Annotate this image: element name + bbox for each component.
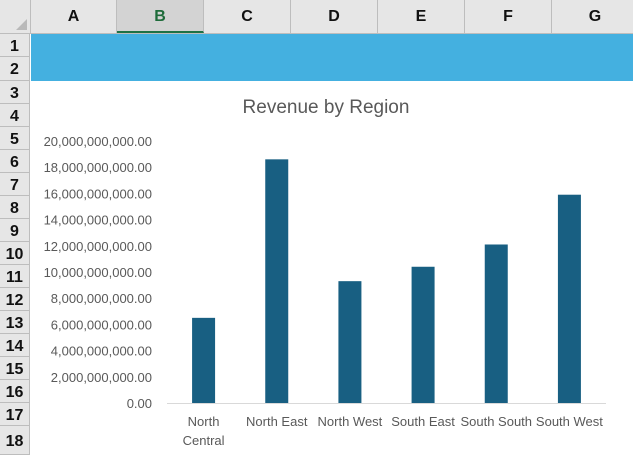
- column-header-e[interactable]: E: [378, 0, 465, 33]
- row-header-2[interactable]: 2: [0, 57, 30, 81]
- x-tick-label: South South: [460, 414, 532, 429]
- row-header-12[interactable]: 12: [0, 288, 30, 311]
- column-header-d[interactable]: D: [291, 0, 378, 33]
- y-tick-label: 0.00: [127, 396, 152, 411]
- row-header-bar: 1 2 3 4 5 6 7 8 9 10 11 12 13 14 15 16 17 18: [0, 34, 30, 455]
- chart-area[interactable]: Revenue by Region 0.00 2,000,000,000.00 4,…: [31, 81, 633, 455]
- column-header-f[interactable]: F: [465, 0, 552, 33]
- row-header-8[interactable]: 8: [0, 196, 30, 219]
- bar-north-east[interactable]: [265, 159, 289, 403]
- row-header-3[interactable]: 3: [0, 81, 30, 104]
- y-tick-label: 6,000,000,000.00: [51, 317, 152, 332]
- row-header-17[interactable]: 17: [0, 403, 30, 426]
- column-header-g[interactable]: G: [552, 0, 633, 33]
- row-header-13[interactable]: 13: [0, 311, 30, 334]
- row-header-10[interactable]: 10: [0, 242, 30, 265]
- row-header-18[interactable]: 18: [0, 426, 30, 455]
- y-tick-label: 20,000,000,000.00: [44, 134, 152, 149]
- y-tick-label: 8,000,000,000.00: [51, 291, 152, 306]
- y-tick-label: 2,000,000,000.00: [51, 370, 152, 385]
- x-tick-label: Central: [183, 433, 225, 448]
- y-tick-label: 10,000,000,000.00: [44, 265, 152, 280]
- bar-north-central[interactable]: [192, 317, 216, 403]
- select-all-triangle-icon: [16, 19, 27, 30]
- row-header-6[interactable]: 6: [0, 150, 30, 173]
- bar-south-west[interactable]: [557, 194, 581, 403]
- y-tick-label: 12,000,000,000.00: [44, 239, 152, 254]
- column-header-c[interactable]: C: [204, 0, 291, 33]
- row-header-7[interactable]: 7: [0, 173, 30, 196]
- y-tick-label: 4,000,000,000.00: [51, 344, 152, 359]
- row-header-1[interactable]: 1: [0, 34, 30, 57]
- x-tick-label: North East: [246, 414, 308, 429]
- header-band: [31, 34, 633, 81]
- y-tick-label: 16,000,000,000.00: [44, 186, 152, 201]
- chart-plot: 0.00 2,000,000,000.00 4,000,000,000.00 6,00…: [44, 134, 606, 448]
- row-header-14[interactable]: 14: [0, 334, 30, 357]
- x-tick-label: North: [188, 414, 220, 429]
- row-header-16[interactable]: 16: [0, 380, 30, 403]
- select-all-button[interactable]: [0, 0, 31, 33]
- chart-title: Revenue by Region: [242, 97, 410, 118]
- x-tick-label: South East: [391, 414, 455, 429]
- bar-south-south[interactable]: [484, 244, 508, 403]
- row-header-11[interactable]: 11: [0, 265, 30, 288]
- y-tick-label: 14,000,000,000.00: [44, 213, 152, 228]
- x-tick-label: South West: [536, 414, 603, 429]
- row-header-4[interactable]: 4: [0, 104, 30, 127]
- column-header-a[interactable]: A: [31, 0, 117, 33]
- bar-north-west[interactable]: [338, 281, 362, 403]
- bar-south-east[interactable]: [411, 266, 435, 403]
- row-header-5[interactable]: 5: [0, 127, 30, 150]
- y-tick-label: 18,000,000,000.00: [44, 160, 152, 175]
- row-header-15[interactable]: 15: [0, 357, 30, 380]
- column-header-b[interactable]: B: [117, 0, 204, 33]
- x-tick-label: North West: [318, 414, 383, 429]
- column-header-bar: A B C D E F G: [0, 0, 633, 34]
- row-header-9[interactable]: 9: [0, 219, 30, 242]
